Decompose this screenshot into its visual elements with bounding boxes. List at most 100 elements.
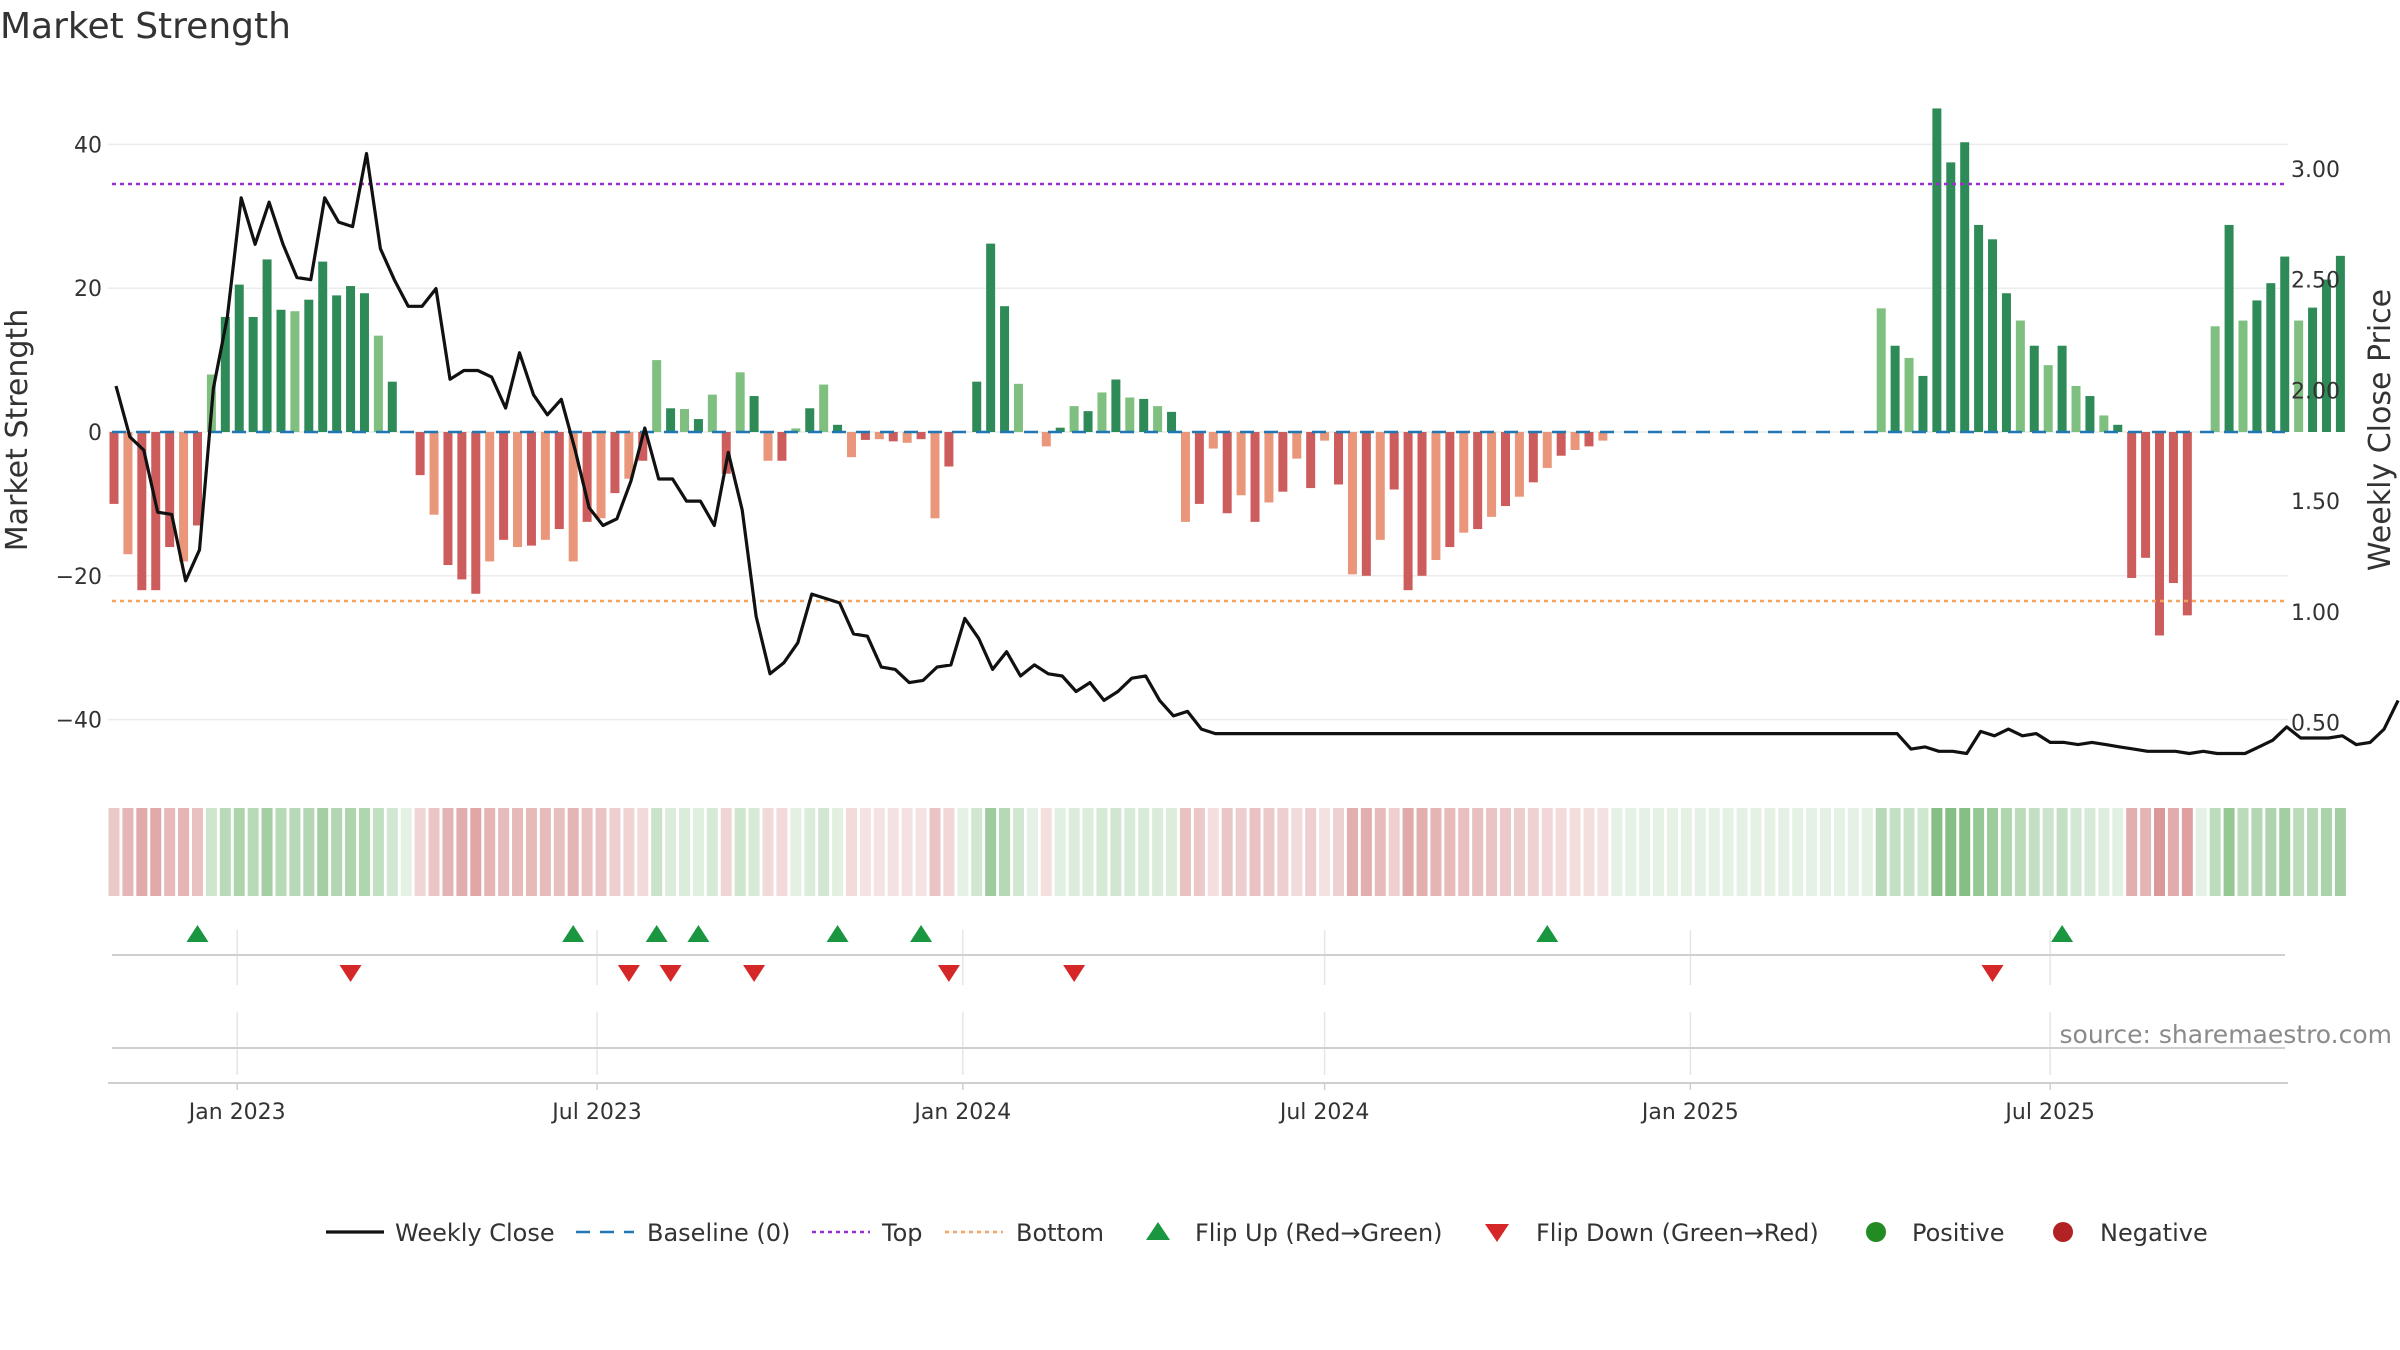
strip-cell	[2307, 808, 2319, 896]
strip-cell	[1277, 808, 1289, 896]
strength-bar	[666, 408, 676, 432]
strength-bar	[680, 408, 690, 432]
strength-bar	[693, 419, 703, 432]
strip-cell	[999, 808, 1011, 896]
strip-cell	[2251, 808, 2263, 896]
strip-cell	[345, 808, 357, 896]
strength-bar	[1153, 406, 1163, 432]
strength-bar	[2141, 432, 2151, 558]
strip-cell	[1012, 808, 1024, 896]
strip-cell	[2265, 808, 2277, 896]
flip-down-marker	[743, 965, 766, 982]
strip-cell	[706, 808, 718, 896]
strip-cell	[1458, 808, 1470, 896]
strip-cell	[1541, 808, 1553, 896]
strip-cell	[1388, 808, 1400, 896]
legend: Weekly Close Baseline (0) Top Bottom Flip Up…	[326, 1219, 2208, 1247]
flip-up-marker	[1536, 925, 1559, 942]
strength-bar	[1890, 345, 1900, 432]
strength-bar	[735, 372, 745, 432]
strip-cell	[567, 808, 579, 896]
strip-cell	[1207, 808, 1219, 896]
strip-cell	[2154, 808, 2166, 896]
strength-bar	[2308, 307, 2318, 432]
strip-cell	[1402, 808, 1414, 896]
x-tick-label: Jan 2024	[912, 1100, 1011, 1125]
strip-cell	[1945, 808, 1957, 896]
strip-cell	[2223, 808, 2235, 896]
strength-bar	[1361, 432, 1371, 576]
strip-cell	[1611, 808, 1623, 896]
strength-bar	[443, 432, 453, 566]
strip-cell	[456, 808, 468, 896]
strip-cell	[1430, 808, 1442, 896]
strength-bar	[554, 432, 564, 530]
strength-bar	[1542, 432, 1552, 468]
strength-bar	[248, 316, 258, 432]
strip-cell	[1291, 808, 1303, 896]
strength-bar	[1250, 432, 1260, 522]
strip-cell	[1082, 808, 1094, 896]
strength-bar	[582, 432, 592, 522]
strip-cell	[734, 808, 746, 896]
strip-cell	[2056, 808, 2068, 896]
strip-cell	[1221, 808, 1233, 896]
strip-cell	[1527, 808, 1539, 896]
strip-cell	[484, 808, 496, 896]
strength-bar	[721, 432, 731, 474]
strip-cell	[2140, 808, 2152, 896]
chart-title: Market Strength	[0, 6, 291, 47]
strength-bar	[1445, 432, 1455, 548]
strip-cell	[2167, 808, 2179, 896]
strength-bar	[1514, 432, 1524, 497]
flip-up-marker	[562, 925, 585, 942]
strength-bar	[1473, 432, 1483, 530]
strip-cell	[1249, 808, 1261, 896]
strip-cell	[553, 808, 565, 896]
strip-cell	[1708, 808, 1720, 896]
strength-bar	[1904, 357, 1914, 432]
strip-cell	[2293, 808, 2305, 896]
strength-bar	[2294, 320, 2304, 432]
strength-bar	[304, 299, 314, 432]
strip-cell	[1555, 808, 1567, 896]
strip-cell	[845, 808, 857, 896]
legend-label-flip-down: Flip Down (Green→Red)	[1536, 1219, 1819, 1247]
strength-bar	[2085, 396, 2095, 432]
strip-cell	[512, 808, 524, 896]
strip-cell	[247, 808, 259, 896]
strip-cell	[581, 808, 593, 896]
strip-cell	[595, 808, 607, 896]
strength-bar	[1139, 398, 1149, 432]
strip-cell	[2084, 808, 2096, 896]
legend-swatch-positive	[1866, 1222, 1886, 1242]
strength-bar	[471, 432, 481, 594]
strip-cell	[665, 808, 677, 896]
strength-bar	[819, 384, 829, 432]
strength-bar	[1918, 375, 1928, 432]
strength-bar	[262, 259, 272, 432]
right-tick-label: 2.50	[2291, 269, 2340, 294]
strength-bar	[1528, 432, 1538, 483]
right-tick-label: 0.50	[2291, 712, 2340, 737]
strength-bar	[1180, 432, 1190, 522]
strip-cell	[498, 808, 510, 896]
strip-cell	[2070, 808, 2082, 896]
strip-cell	[1054, 808, 1066, 896]
strength-bar	[1111, 379, 1121, 432]
strength-bar	[387, 381, 397, 432]
strip-cell	[1500, 808, 1511, 896]
strength-bar	[2238, 320, 2248, 432]
strip-cell	[1973, 808, 1985, 896]
flip-up-marker	[2051, 925, 2074, 942]
strip-cell	[1333, 808, 1345, 896]
strip-cell	[1987, 808, 1999, 896]
strip-cell	[372, 808, 384, 896]
strip-cell	[1680, 808, 1692, 896]
strip-cell	[1305, 808, 1317, 896]
strip-cell	[1806, 808, 1818, 896]
strength-bar	[123, 432, 133, 555]
strip-cell	[1653, 808, 1665, 896]
strength-bar	[624, 432, 634, 479]
strip-cell	[929, 808, 941, 896]
